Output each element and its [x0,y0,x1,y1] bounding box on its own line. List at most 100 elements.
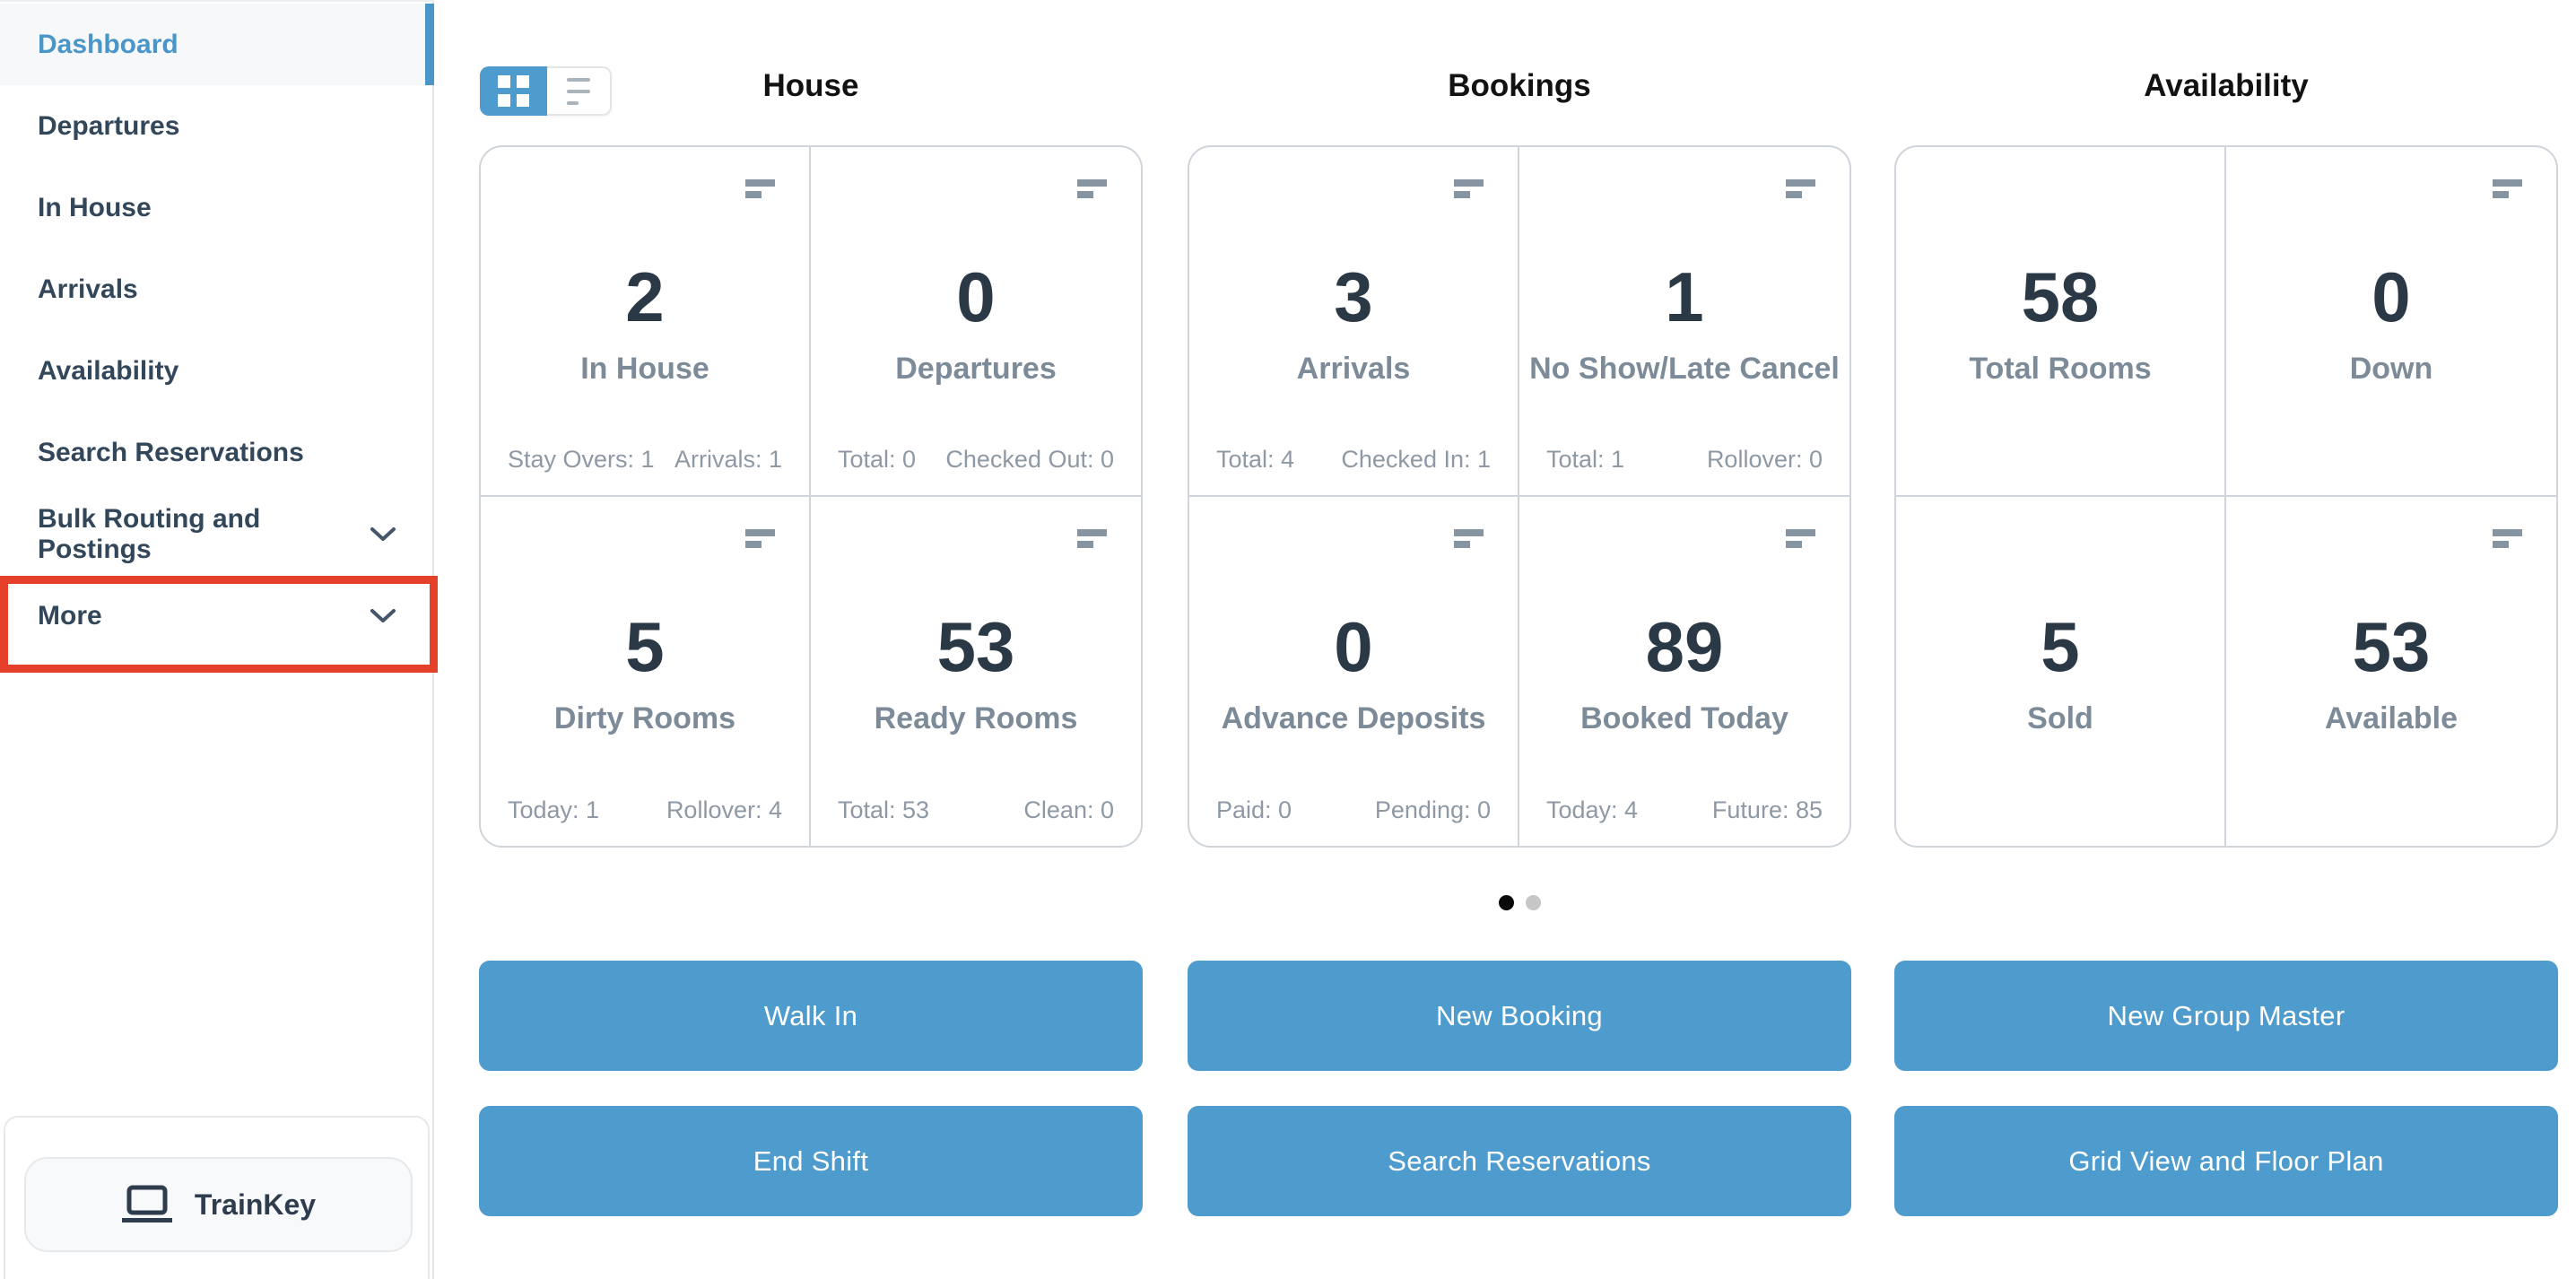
sidebar-item-label: In House [38,192,152,222]
stat-label: No Show/Late Cancel [1529,352,1840,386]
stat-label: In House [580,352,709,386]
stat-label: Sold [2027,700,2093,735]
card-menu-icon[interactable] [745,528,775,548]
stat-label: Advance Deposits [1221,700,1486,735]
stat-value: 53 [2352,606,2431,686]
stat-value: 0 [956,257,996,336]
sidebar-item-label: Departures [38,110,180,141]
stat-card-no-show-late-cancel[interactable]: 1 No Show/Late Cancel Total: 1 Rollover: … [1519,147,1849,497]
card-menu-icon[interactable] [1077,528,1107,548]
stat-card-booked-today[interactable]: 89 Booked Today Today: 4 Future: 85 [1519,497,1849,847]
card-menu-icon[interactable] [1786,179,1815,198]
stat-right: Checked Out: 0 [945,445,1114,473]
laptop-icon [121,1185,173,1224]
sidebar-item-more[interactable]: More [0,575,432,657]
stat-left: Paid: 0 [1216,796,1292,823]
walk-in-button[interactable]: Walk In [479,961,1143,1071]
card-menu-icon[interactable] [1786,528,1815,548]
stat-card-available[interactable]: 53 Available [2226,497,2556,847]
stat-label: Down [2349,352,2433,386]
card-menu-icon[interactable] [1454,179,1484,198]
sidebar-item-in-house[interactable]: In House [0,167,432,248]
sidebar-item-departures[interactable]: Departures [0,85,432,167]
chevron-down-icon [370,526,396,542]
grid-view-icon [498,75,529,107]
new-group-master-button[interactable]: New Group Master [1894,961,2558,1071]
grid-view-toggle-button[interactable] [480,66,547,116]
pagination-dot[interactable] [1525,895,1541,910]
stat-left: Total: 0 [838,445,917,473]
grid-view-and-floor-plan-button[interactable]: Grid View and Floor Plan [1894,1106,2558,1216]
stat-label: Available [2324,700,2459,735]
stat-label: Total Rooms [1969,352,2152,386]
stat-card-departures[interactable]: 0 Departures Total: 0 Checked Out: 0 [811,147,1141,497]
card-menu-icon[interactable] [2493,179,2522,198]
stat-card-advance-deposits[interactable]: 0 Advance Deposits Paid: 0 Pending: 0 [1189,496,1519,846]
sidebar-item-availability[interactable]: Availability [0,330,432,412]
trainkey-button[interactable]: TrainKey [24,1157,413,1252]
stat-card-total-rooms[interactable]: 58 Total Rooms [1896,147,2226,497]
stat-value: 1 [1665,257,1704,336]
list-view-toggle-button[interactable] [547,66,612,116]
pagination-dot-active[interactable] [1498,895,1514,910]
stat-label: Booked Today [1580,700,1788,735]
stat-value: 3 [1334,257,1373,336]
stat-value: 5 [625,606,665,686]
sidebar-item-label: Search Reservations [38,437,304,467]
stat-label: Dirty Rooms [553,700,736,735]
chevron-down-icon [370,608,396,623]
new-booking-button[interactable]: New Booking [1188,961,1851,1071]
stat-value: 5 [2041,606,2080,686]
search-reservations-button[interactable]: Search Reservations [1188,1106,1851,1216]
end-shift-button[interactable]: End Shift [479,1106,1143,1216]
sidebar-footer-panel: TrainKey [4,1116,430,1279]
stat-card-in-house[interactable]: 2 In House Stay Overs: 1 Arrivals: 1 [481,147,811,497]
stat-label: Arrivals [1296,352,1411,386]
stat-left: Total: 1 [1546,445,1625,473]
card-menu-icon[interactable] [1077,179,1107,198]
stat-left: Today: 1 [508,796,600,823]
stat-right: Rollover: 0 [1706,445,1823,473]
stat-value: 89 [1645,606,1724,686]
carousel-pagination [1188,895,1851,910]
section-title-availability: Availability [2144,68,2309,103]
sidebar-item-label: Dashboard [38,29,178,59]
stat-value: 2 [625,257,665,336]
sidebar-item-bulk-routing-and-postings[interactable]: Bulk Routing and Postings [0,493,432,575]
stat-card-ready-rooms[interactable]: 53 Ready Rooms Total: 53 Clean: 0 [811,497,1141,847]
stat-value: 53 [936,606,1015,686]
stat-right: Arrivals: 1 [674,445,782,473]
sidebar: Dashboard Departures In House Arrivals A… [0,0,438,1279]
stat-card-arrivals[interactable]: 3 Arrivals Total: 4 Checked In: 1 [1189,147,1519,497]
sidebar-item-search-reservations[interactable]: Search Reservations [0,412,432,493]
stat-right: Checked In: 1 [1341,445,1491,473]
sidebar-item-label: Availability [38,355,179,386]
stat-card-down[interactable]: 0 Down [2226,147,2556,497]
stat-value: 58 [2021,257,2100,336]
stat-right: Pending: 0 [1374,796,1491,823]
view-toggle [480,66,612,116]
sidebar-item-arrivals[interactable]: Arrivals [0,248,432,330]
section-house: 2 In House Stay Overs: 1 Arrivals: 1 0 De… [479,145,1143,848]
stat-card-sold[interactable]: 5 Sold [1896,496,2226,846]
stat-left: Total: 53 [838,796,930,823]
section-availability: 58 Total Rooms 0 Down 5 Sold 53 Availabl… [1894,145,2558,848]
stat-left: Total: 4 [1216,445,1295,473]
main-content: House Bookings Availability 2 In House S… [479,0,2558,1279]
sidebar-menu: Dashboard Departures In House Arrivals A… [0,4,434,657]
stat-label: Departures [895,352,1057,386]
sidebar-item-dashboard[interactable]: Dashboard [0,4,434,85]
card-menu-icon[interactable] [745,179,775,198]
section-title-bookings: Bookings [1448,68,1591,103]
stat-left: Today: 4 [1546,796,1639,823]
card-menu-icon[interactable] [1454,528,1484,548]
stat-label: Ready Rooms [874,700,1078,735]
stat-right: Future: 85 [1711,796,1823,823]
card-menu-icon[interactable] [2493,528,2522,548]
trainkey-label: TrainKey [194,1188,317,1221]
stat-value: 0 [2371,257,2411,336]
sidebar-item-label: Bulk Routing and Postings [38,503,261,564]
stat-card-dirty-rooms[interactable]: 5 Dirty Rooms Today: 1 Rollover: 4 [481,496,811,846]
stat-left: Stay Overs: 1 [508,445,655,473]
